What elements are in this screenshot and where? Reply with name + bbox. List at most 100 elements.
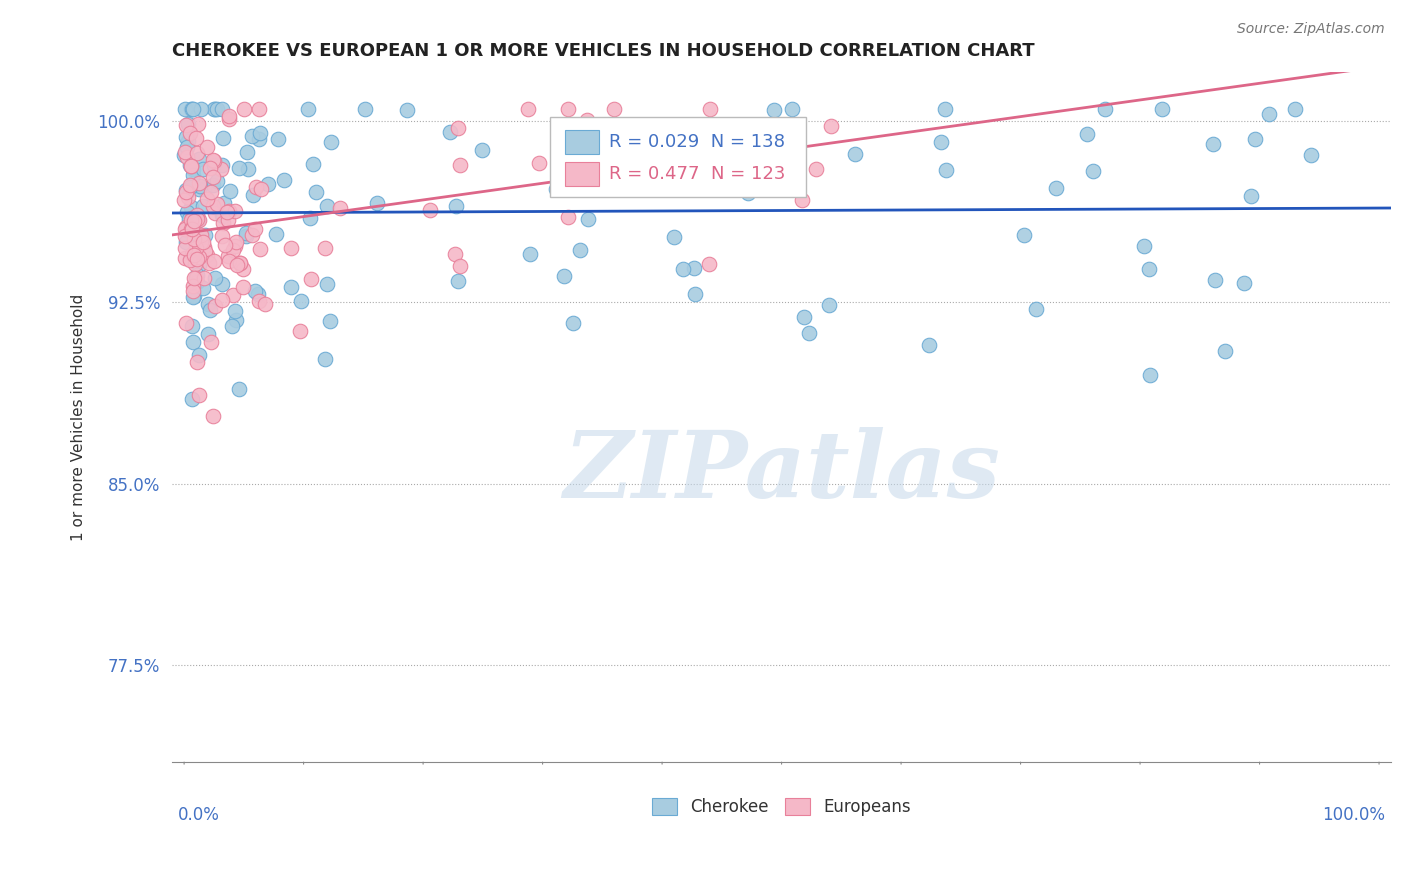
Point	[197, 296, 219, 310]
Point	[214, 238, 236, 252]
Point	[200, 161, 222, 176]
Point	[697, 257, 720, 271]
Point	[191, 235, 214, 249]
Point	[763, 103, 786, 117]
Point	[193, 240, 215, 254]
Point	[174, 219, 197, 234]
Point	[396, 103, 419, 118]
Text: ZIPatlas: ZIPatlas	[562, 427, 1000, 517]
Point	[194, 244, 217, 258]
Text: R = 0.477  N = 123: R = 0.477 N = 123	[609, 165, 785, 183]
Point	[176, 140, 198, 154]
Point	[247, 102, 270, 116]
Point	[188, 213, 211, 227]
Text: 0.0%: 0.0%	[179, 805, 219, 823]
Point	[204, 271, 226, 285]
Point	[184, 257, 207, 271]
Point	[319, 135, 342, 149]
Point	[201, 409, 224, 423]
Point	[560, 122, 582, 136]
Point	[1284, 102, 1306, 116]
Point	[1150, 102, 1173, 116]
Text: 100.0%: 100.0%	[1322, 805, 1385, 823]
Point	[225, 235, 247, 250]
Point	[194, 228, 217, 243]
Point	[181, 334, 204, 349]
Point	[288, 324, 311, 338]
Point	[181, 102, 204, 116]
Point	[1133, 239, 1156, 253]
Point	[1204, 273, 1226, 287]
Point	[264, 227, 287, 241]
Point	[229, 255, 252, 269]
Point	[184, 131, 207, 145]
Point	[246, 286, 269, 301]
Point	[218, 254, 240, 268]
Point	[918, 337, 941, 351]
Point	[1240, 189, 1263, 203]
Point	[181, 212, 204, 227]
Point	[273, 173, 295, 187]
Point	[267, 132, 290, 146]
Point	[471, 143, 494, 157]
Point	[672, 261, 695, 276]
Point	[190, 102, 212, 116]
Point	[174, 183, 197, 197]
Point	[188, 178, 211, 193]
Legend: Cherokee, Europeans: Cherokee, Europeans	[645, 791, 918, 822]
Point	[179, 253, 201, 268]
Point	[211, 228, 233, 243]
Point	[186, 354, 208, 368]
Point	[302, 157, 325, 171]
Point	[564, 174, 586, 188]
Point	[191, 280, 214, 294]
Point	[184, 242, 207, 256]
Point	[1244, 132, 1267, 146]
Point	[232, 262, 254, 277]
Point	[238, 161, 260, 176]
Point	[204, 299, 226, 313]
Point	[200, 334, 222, 349]
Point	[1025, 302, 1047, 317]
Point	[204, 102, 226, 116]
Point	[588, 166, 610, 180]
Point	[222, 243, 245, 257]
Point	[179, 178, 201, 192]
Point	[232, 280, 254, 294]
Point	[181, 168, 204, 182]
Point	[247, 294, 270, 309]
Point	[557, 102, 579, 116]
Point	[1233, 277, 1256, 291]
Point	[245, 222, 267, 236]
Point	[1045, 181, 1067, 195]
Point	[683, 286, 706, 301]
Point	[201, 153, 224, 167]
Point	[576, 212, 599, 227]
Point	[1257, 107, 1279, 121]
Point	[179, 252, 201, 266]
Point	[929, 135, 952, 149]
Point	[204, 158, 226, 172]
Point	[186, 268, 208, 283]
Point	[1076, 127, 1098, 141]
Point	[173, 194, 195, 208]
Point	[1137, 261, 1160, 276]
Point	[1299, 148, 1322, 162]
Point	[212, 196, 235, 211]
Point	[242, 227, 264, 242]
Point	[297, 102, 319, 116]
Point	[176, 223, 198, 237]
Point	[212, 130, 235, 145]
Point	[209, 162, 232, 177]
Point	[298, 211, 321, 226]
Point	[187, 212, 209, 227]
Point	[544, 182, 567, 196]
Point	[1139, 368, 1161, 382]
Point	[211, 209, 233, 223]
Point	[191, 162, 214, 177]
Point	[934, 102, 956, 116]
Point	[174, 102, 197, 116]
Point	[197, 326, 219, 341]
Point	[181, 162, 204, 177]
Point	[446, 274, 468, 288]
